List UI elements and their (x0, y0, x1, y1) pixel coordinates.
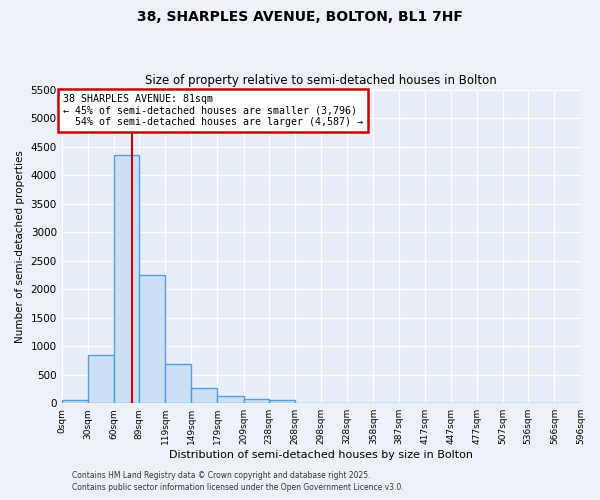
Y-axis label: Number of semi-detached properties: Number of semi-detached properties (15, 150, 25, 343)
Bar (217, 396, 244, 403)
Bar (88, 354, 114, 403)
X-axis label: Distribution of semi-detached houses by size in Bolton: Distribution of semi-detached houses by … (169, 450, 473, 460)
Bar (191, 388, 217, 403)
Text: Contains HM Land Registry data © Crown copyright and database right 2025.
Contai: Contains HM Land Registry data © Crown c… (72, 471, 404, 492)
Bar (62, 400, 88, 403)
Bar (269, 400, 295, 403)
Bar (165, 364, 191, 403)
Text: 38, SHARPLES AVENUE, BOLTON, BL1 7HF: 38, SHARPLES AVENUE, BOLTON, BL1 7HF (137, 10, 463, 24)
Text: 38 SHARPLES AVENUE: 81sqm
← 45% of semi-detached houses are smaller (3,796)
  54: 38 SHARPLES AVENUE: 81sqm ← 45% of semi-… (64, 94, 364, 126)
Bar (244, 399, 269, 403)
Bar (139, 275, 165, 403)
Bar (114, 155, 139, 403)
Title: Size of property relative to semi-detached houses in Bolton: Size of property relative to semi-detach… (145, 74, 497, 87)
